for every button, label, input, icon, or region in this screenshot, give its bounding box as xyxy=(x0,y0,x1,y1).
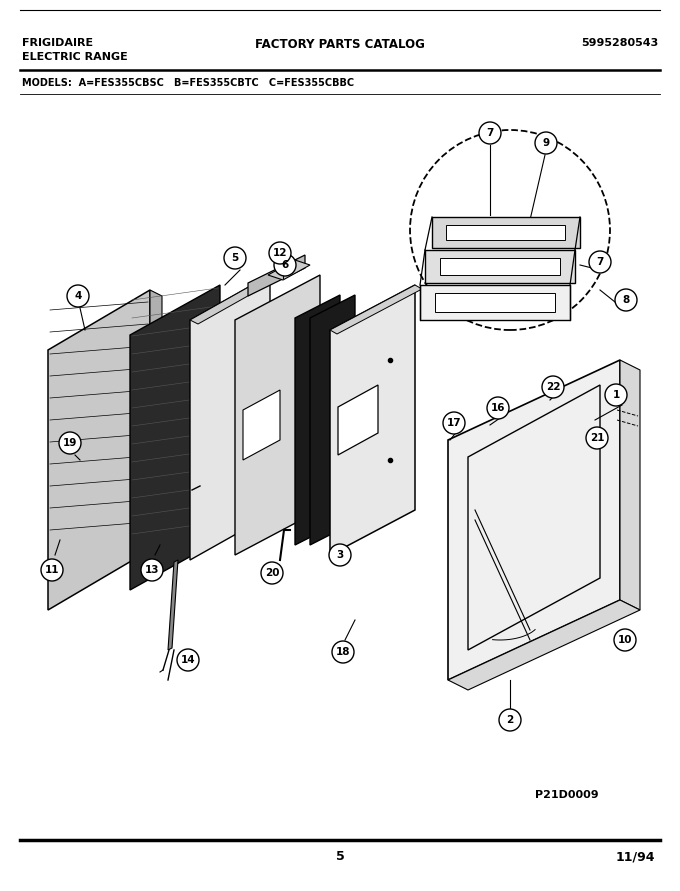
Polygon shape xyxy=(248,255,305,296)
Text: MODELS:  A=FES355CBSC   B=FES355CBTC   C=FES355CBBC: MODELS: A=FES355CBSC B=FES355CBTC C=FES3… xyxy=(22,78,354,88)
Polygon shape xyxy=(310,295,355,545)
Text: 16: 16 xyxy=(491,403,505,413)
Polygon shape xyxy=(435,293,555,312)
Circle shape xyxy=(542,376,564,398)
Text: 19: 19 xyxy=(63,438,78,448)
Circle shape xyxy=(479,122,501,144)
Text: 6: 6 xyxy=(282,260,288,270)
Polygon shape xyxy=(425,250,575,283)
Circle shape xyxy=(141,559,163,581)
Polygon shape xyxy=(168,560,178,650)
Circle shape xyxy=(177,649,199,671)
Circle shape xyxy=(586,427,608,449)
Polygon shape xyxy=(48,290,150,610)
Circle shape xyxy=(535,132,557,154)
Circle shape xyxy=(499,709,521,731)
Polygon shape xyxy=(295,295,340,545)
Text: 3: 3 xyxy=(337,550,343,560)
Text: 10: 10 xyxy=(617,635,632,645)
Polygon shape xyxy=(448,600,640,690)
Text: 7: 7 xyxy=(596,257,604,267)
Polygon shape xyxy=(330,285,415,555)
Circle shape xyxy=(605,384,627,406)
Circle shape xyxy=(329,544,351,566)
Circle shape xyxy=(224,247,246,269)
Circle shape xyxy=(443,412,465,434)
Circle shape xyxy=(274,254,296,276)
Polygon shape xyxy=(130,285,220,590)
Polygon shape xyxy=(446,225,565,240)
Text: 13: 13 xyxy=(145,565,159,575)
Polygon shape xyxy=(330,285,422,334)
Polygon shape xyxy=(243,390,280,460)
Circle shape xyxy=(67,285,89,307)
Text: 21: 21 xyxy=(590,433,605,443)
Text: ELECTRIC RANGE: ELECTRIC RANGE xyxy=(22,52,128,62)
Text: 4: 4 xyxy=(74,291,82,301)
Text: 5995280543: 5995280543 xyxy=(581,38,658,48)
Circle shape xyxy=(261,562,283,584)
Polygon shape xyxy=(235,275,320,555)
Text: FRIGIDAIRE: FRIGIDAIRE xyxy=(22,38,93,48)
Text: 8: 8 xyxy=(622,295,630,305)
Text: 14: 14 xyxy=(181,655,195,665)
Polygon shape xyxy=(190,275,278,324)
Polygon shape xyxy=(190,275,270,560)
Circle shape xyxy=(614,629,636,651)
Text: 22: 22 xyxy=(546,382,560,392)
Circle shape xyxy=(487,397,509,419)
Polygon shape xyxy=(432,217,580,248)
Polygon shape xyxy=(440,258,560,275)
Text: 7: 7 xyxy=(486,128,494,138)
Polygon shape xyxy=(268,260,310,280)
Polygon shape xyxy=(150,290,162,556)
Polygon shape xyxy=(620,360,640,610)
Circle shape xyxy=(41,559,63,581)
Text: P21D0009: P21D0009 xyxy=(535,790,598,800)
Polygon shape xyxy=(338,385,378,455)
Text: 11/94: 11/94 xyxy=(615,850,655,863)
Polygon shape xyxy=(468,385,600,650)
Circle shape xyxy=(269,242,291,264)
Text: 5: 5 xyxy=(336,850,344,863)
Text: 9: 9 xyxy=(543,138,549,148)
Circle shape xyxy=(59,432,81,454)
Text: 1: 1 xyxy=(613,390,619,400)
Polygon shape xyxy=(420,285,570,320)
Text: 18: 18 xyxy=(336,647,350,657)
Circle shape xyxy=(589,251,611,273)
Text: 2: 2 xyxy=(507,715,513,725)
Text: 5: 5 xyxy=(231,253,239,263)
Circle shape xyxy=(615,289,637,311)
Polygon shape xyxy=(448,360,620,680)
Text: 17: 17 xyxy=(447,418,461,428)
Text: 12: 12 xyxy=(273,248,287,258)
Text: 20: 20 xyxy=(265,568,279,578)
Text: 11: 11 xyxy=(45,565,59,575)
Text: FACTORY PARTS CATALOG: FACTORY PARTS CATALOG xyxy=(255,38,425,51)
Circle shape xyxy=(332,641,354,663)
